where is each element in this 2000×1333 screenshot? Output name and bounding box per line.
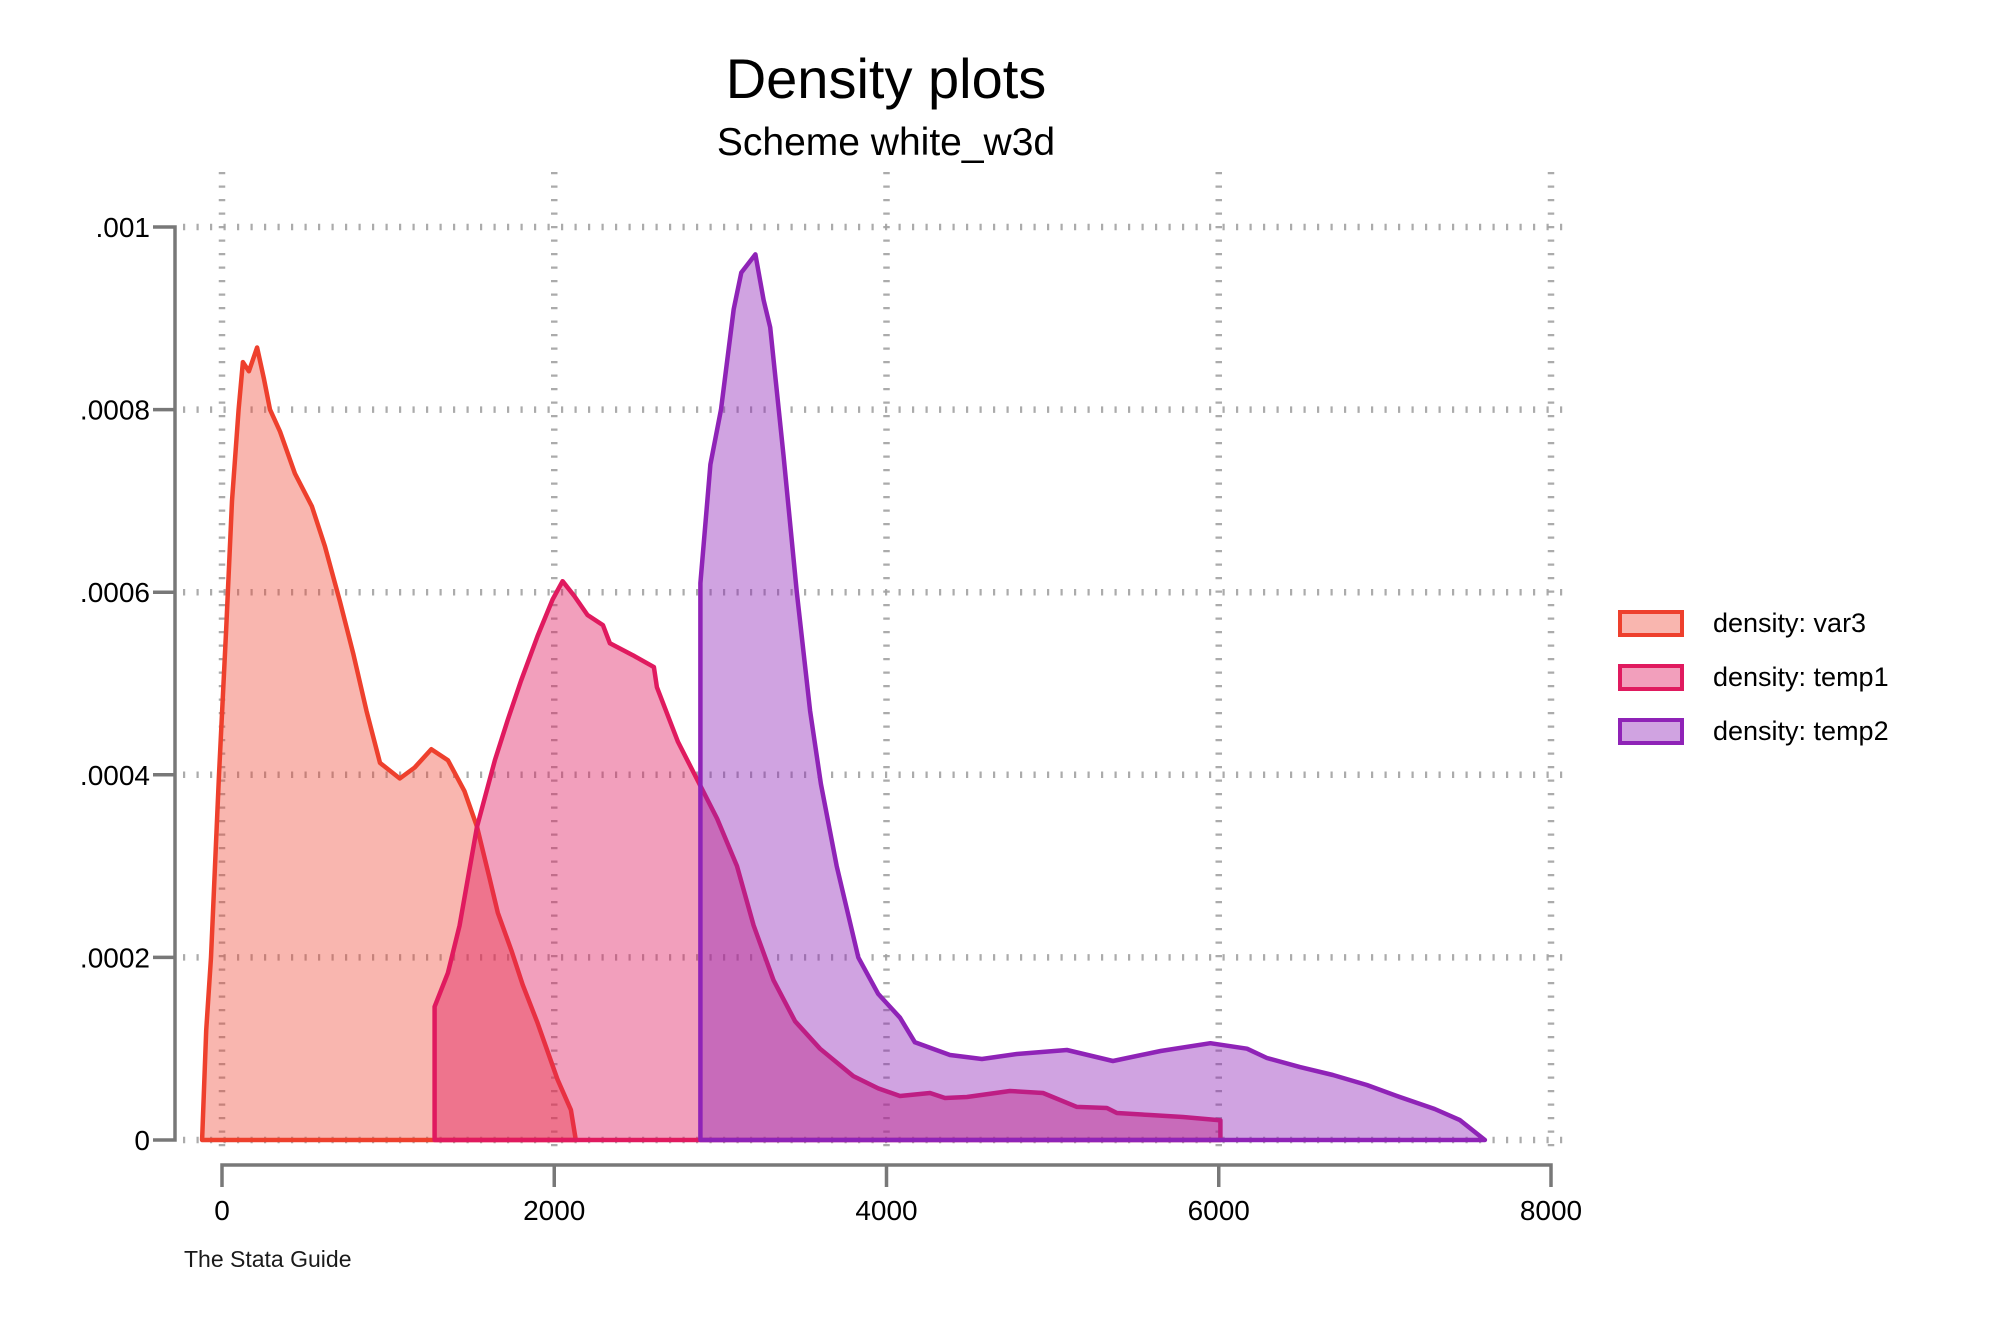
x-tick-label-2000: 2000 [523,1195,585,1226]
legend-swatch-temp1 [1618,664,1684,691]
density-curve-temp2 [698,252,1488,1143]
y-tick-label-.0006: .0006 [80,577,150,608]
y-tick-label-0: 0 [134,1125,150,1156]
x-tick-label-6000: 6000 [1188,1195,1250,1226]
y-tick-label-.0002: .0002 [80,942,150,973]
density-curve-var3 [199,345,579,1143]
legend-item-temp1: density: temp1 [1618,662,1889,692]
density-curve-temp1 [432,578,1223,1143]
chart-subtitle: Scheme white_w3d [716,121,1056,164]
chart-title: Density plots [725,47,1047,110]
legend-label-var3: density: var3 [1713,608,1867,638]
legend: density: var3 density: temp1 density: temp… [1618,608,1889,772]
legend-label-temp2: density: temp2 [1713,716,1889,746]
x-tick-label-0: 0 [214,1195,230,1226]
legend-swatch-temp2 [1618,718,1684,745]
y-tick-label-.0008: .0008 [80,395,150,426]
x-tick-label-4000: 4000 [855,1195,917,1226]
x-tick-label-8000: 8000 [1520,1195,1582,1226]
legend-item-temp2: density: temp2 [1618,716,1889,746]
caption-stata-guide: The Stata Guide [184,1246,352,1272]
legend-swatch-var3 [1618,610,1684,637]
legend-item-var3: density: var3 [1618,608,1889,638]
legend-label-temp1: density: temp1 [1713,662,1889,692]
y-tick-label-.0004: .0004 [80,760,150,791]
y-axis [153,225,177,1142]
y-tick-label-.001: .001 [96,212,151,243]
x-axis [220,1163,1553,1187]
